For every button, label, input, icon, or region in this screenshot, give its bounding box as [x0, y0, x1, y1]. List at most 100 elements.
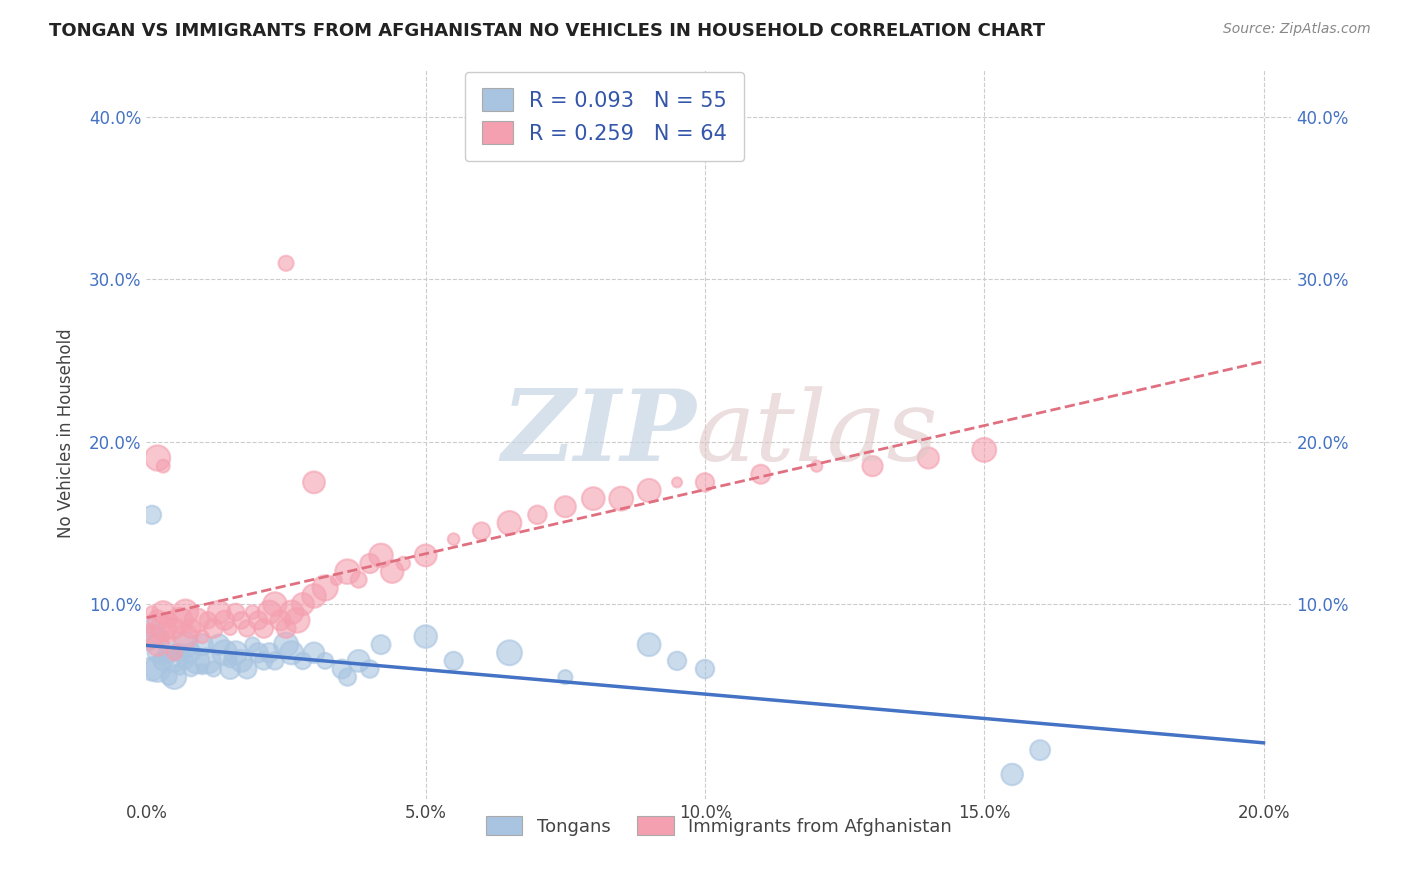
Point [443, 654, 465, 668]
Text: Source: ZipAtlas.com: Source: ZipAtlas.com [1223, 22, 1371, 37]
Point [370, 638, 392, 652]
Point [141, 508, 163, 522]
Point [274, 256, 297, 270]
Point [370, 549, 392, 563]
Point [336, 670, 359, 684]
Point [146, 638, 169, 652]
Point [174, 630, 197, 644]
Point [146, 613, 169, 627]
Y-axis label: No Vehicles in Household: No Vehicles in Household [58, 329, 75, 539]
Point [247, 613, 270, 627]
Point [163, 670, 186, 684]
Point [666, 475, 689, 490]
Point [236, 662, 259, 676]
Point [917, 450, 939, 465]
Point [638, 483, 661, 498]
Point [314, 654, 336, 668]
Point [180, 622, 202, 636]
Point [152, 630, 174, 644]
Point [180, 646, 202, 660]
Point [186, 654, 208, 668]
Point [347, 573, 370, 587]
Point [219, 622, 242, 636]
Point [197, 613, 219, 627]
Point [242, 605, 264, 619]
Point [314, 581, 336, 595]
Point [359, 557, 381, 571]
Point [443, 532, 465, 546]
Point [202, 662, 225, 676]
Point [191, 638, 214, 652]
Point [231, 654, 253, 668]
Point [163, 654, 186, 668]
Point [236, 622, 259, 636]
Point [146, 662, 169, 676]
Point [157, 630, 180, 644]
Point [274, 622, 297, 636]
Point [174, 605, 197, 619]
Point [208, 638, 231, 652]
Point [242, 638, 264, 652]
Point [259, 646, 281, 660]
Point [359, 662, 381, 676]
Point [259, 605, 281, 619]
Text: ZIP: ZIP [501, 385, 696, 482]
Point [269, 613, 291, 627]
Point [169, 662, 191, 676]
Point [264, 654, 287, 668]
Point [291, 654, 314, 668]
Point [219, 662, 242, 676]
Point [280, 646, 302, 660]
Point [146, 450, 169, 465]
Point [152, 459, 174, 474]
Point [862, 459, 884, 474]
Point [157, 613, 180, 627]
Point [973, 442, 995, 457]
Point [219, 654, 242, 668]
Text: TONGAN VS IMMIGRANTS FROM AFGHANISTAN NO VEHICLES IN HOUSEHOLD CORRELATION CHART: TONGAN VS IMMIGRANTS FROM AFGHANISTAN NO… [49, 22, 1045, 40]
Point [666, 654, 689, 668]
Point [693, 662, 716, 676]
Point [141, 630, 163, 644]
Point [138, 638, 160, 652]
Point [554, 500, 576, 514]
Point [302, 589, 325, 603]
Point [554, 670, 576, 684]
Point [285, 613, 308, 627]
Legend: Tongans, Immigrants from Afghanistan: Tongans, Immigrants from Afghanistan [477, 807, 960, 845]
Point [169, 613, 191, 627]
Point [225, 605, 247, 619]
Point [141, 622, 163, 636]
Point [498, 516, 520, 530]
Point [498, 646, 520, 660]
Point [180, 662, 202, 676]
Point [191, 662, 214, 676]
Point [330, 662, 353, 676]
Point [347, 654, 370, 668]
Point [264, 597, 287, 611]
Point [169, 646, 191, 660]
Point [163, 646, 186, 660]
Point [152, 605, 174, 619]
Text: atlas: atlas [696, 386, 939, 482]
Point [381, 565, 404, 579]
Point [157, 670, 180, 684]
Point [291, 597, 314, 611]
Point [471, 524, 494, 538]
Point [197, 654, 219, 668]
Point [302, 475, 325, 490]
Point [163, 622, 186, 636]
Point [526, 508, 548, 522]
Point [247, 646, 270, 660]
Point [186, 613, 208, 627]
Point [138, 622, 160, 636]
Point [415, 630, 437, 644]
Point [225, 646, 247, 660]
Point [253, 654, 276, 668]
Point [253, 622, 276, 636]
Point [152, 654, 174, 668]
Point [214, 613, 236, 627]
Point [1029, 743, 1052, 757]
Point [208, 605, 231, 619]
Point [157, 646, 180, 660]
